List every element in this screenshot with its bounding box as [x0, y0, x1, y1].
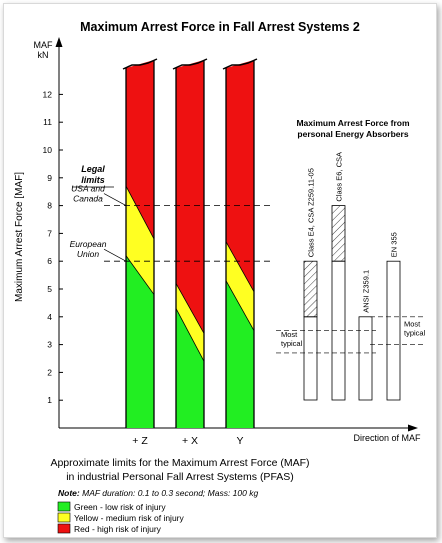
bar-3-boundary-lower: [225, 280, 255, 331]
bar-3-yellow-zone: [226, 241, 254, 331]
y-tick-label-6: 6: [47, 256, 52, 266]
absorber-2-label: Class E6, CSA: [335, 152, 344, 202]
fall-arrest-chart: Maximum Arrest Force in Fall Arrest Syst…: [14, 20, 426, 534]
bar-2-green-zone: [176, 308, 204, 428]
chart-title: Maximum Arrest Force in Fall Arrest Syst…: [80, 20, 360, 34]
y-axis-arrow: [55, 37, 63, 47]
y-tick-label-11: 11: [43, 117, 52, 127]
legend-swatch-1: [57, 501, 71, 512]
bar-1-break-mark: [122, 58, 158, 70]
y-tick-label-5: 5: [47, 284, 52, 294]
legend-swatch-2: [57, 512, 71, 523]
bar-3: [222, 58, 258, 428]
legal-limit-label-2: European Union: [70, 239, 107, 259]
legend-entry-2: Yellow - medium risk of injury: [74, 513, 185, 523]
absorber-2: Class E6, CSA: [331, 152, 346, 401]
absorber-1-typical-bar: [303, 316, 318, 401]
y-unit-bottom: kN: [38, 50, 49, 60]
bar-2: [172, 58, 208, 428]
bar-2-boundary-upper: [175, 283, 205, 334]
most-typical-label-left: Most typical: [281, 330, 303, 348]
legend-swatch-3: [57, 523, 71, 534]
y-tick-label-8: 8: [47, 201, 52, 211]
bar-3-break-mark: [222, 58, 258, 70]
bar-1-red-zone: [126, 60, 154, 239]
legal-limit-label-1: USA and Canada: [71, 184, 105, 204]
x-tick-label-1: + Z: [132, 435, 148, 447]
absorbers-title-line-1: Maximum Arrest Force from: [296, 118, 409, 128]
legal-limit-pointer-2: [103, 248, 127, 262]
y-tick-label-4: 4: [47, 312, 52, 322]
bar-2-boundary-lower: [175, 308, 205, 362]
bar-3-boundary-upper: [225, 241, 255, 292]
bar-3-green-zone: [226, 280, 254, 428]
absorber-3: ANSI Z359.1: [358, 270, 373, 401]
absorber-4-label: EN 355: [390, 232, 399, 257]
absorber-3-label: ANSI Z359.1: [362, 270, 371, 313]
absorber-1: Class E4, CSA Z259.11-05: [303, 168, 318, 401]
y-unit-top: MAF: [34, 40, 54, 50]
bar-1: [122, 58, 158, 428]
x-tick-label-2: + X: [182, 435, 198, 447]
note: Note: MAF duration: 0.1 to 0.3 second; M…: [58, 488, 258, 498]
absorber-4-typical-bar: [386, 260, 401, 401]
bar-3-red-zone: [226, 60, 254, 292]
absorber-1-label: Class E4, CSA Z259.11-05: [307, 168, 316, 257]
figure-frame: Maximum Arrest Force in Fall Arrest Syst…: [3, 3, 437, 538]
note-prefix: Note:: [58, 488, 80, 498]
absorber-3-typical-bar: [358, 316, 373, 401]
bar-1-green-zone: [126, 255, 154, 428]
y-tick-label-9: 9: [47, 173, 52, 183]
legal-limits-heading: Legal limits: [81, 164, 105, 185]
legend-entry-1: Green - low risk of injury: [74, 502, 166, 512]
y-tick-label-3: 3: [47, 340, 52, 350]
y-axis-label: Maximum Arrest Force [MAF]: [14, 172, 25, 302]
bar-2-yellow-zone: [176, 283, 204, 362]
direction-bars: [122, 58, 258, 428]
absorber-2-max-range: [331, 205, 346, 262]
bar-2-red-zone: [176, 60, 204, 334]
note-text: MAF duration: 0.1 to 0.3 second; Mass: 1…: [82, 488, 258, 498]
x-tick-labels: + Z + X Y: [132, 435, 243, 447]
legal-limit-pointer-1: [103, 193, 127, 206]
x-axis-label: Direction of MAF: [353, 433, 421, 443]
bar-2-break-mark: [172, 58, 208, 70]
x-tick-label-3: Y: [236, 435, 243, 447]
absorber-1-max-range: [303, 260, 318, 318]
caption-line-1: Approximate limits for the Maximum Arres…: [50, 457, 309, 469]
absorbers-title-line-2: personal Energy Absorbers: [297, 129, 408, 139]
absorber-4: EN 355: [386, 232, 401, 401]
y-tick-label-2: 2: [47, 367, 52, 377]
y-tick-label-12: 12: [43, 89, 53, 99]
y-tick-label-1: 1: [47, 395, 52, 405]
x-axis-arrow: [408, 424, 418, 432]
legend-entry-3: Red - high risk of injury: [74, 524, 162, 534]
most-typical-label-right: Most typical: [404, 320, 426, 338]
y-tick-label-7: 7: [47, 228, 52, 238]
caption-line-2: in industrial Personal Fall Arrest Syste…: [66, 471, 294, 483]
y-tick-label-10: 10: [43, 145, 53, 155]
bar-1-boundary-upper: [125, 185, 155, 240]
bar-1-boundary-lower: [125, 255, 155, 295]
bar-1-yellow-zone: [126, 186, 154, 295]
